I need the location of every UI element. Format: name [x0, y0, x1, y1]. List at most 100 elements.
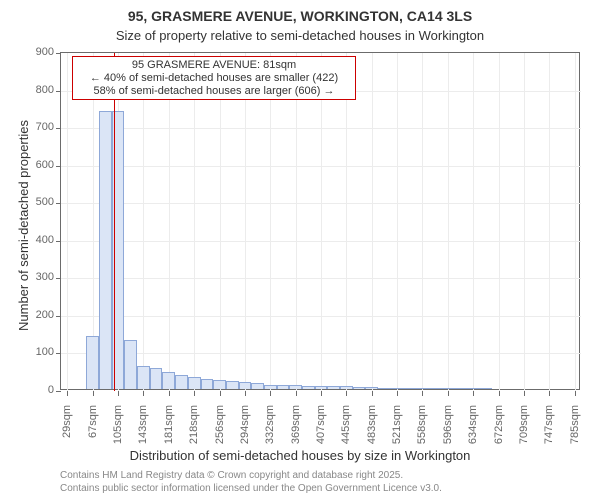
- gridline: [61, 166, 581, 167]
- histogram-bar: [327, 386, 340, 389]
- y-tick-mark: [56, 353, 61, 354]
- gridline: [296, 53, 297, 391]
- histogram-bar: [416, 388, 429, 389]
- x-tick-mark: [422, 391, 423, 396]
- annotation-box: 95 GRASMERE AVENUE: 81sqm← 40% of semi-d…: [72, 56, 356, 100]
- gridline: [67, 53, 68, 391]
- x-tick-mark: [499, 391, 500, 396]
- histogram-bar: [251, 383, 264, 389]
- gridline: [61, 241, 581, 242]
- x-tick-mark: [67, 391, 68, 396]
- histogram-bar: [391, 388, 404, 389]
- chart-title-line1: 95, GRASMERE AVENUE, WORKINGTON, CA14 3L…: [0, 8, 600, 24]
- x-tick-mark: [93, 391, 94, 396]
- y-tick-label: 700: [21, 121, 54, 133]
- x-tick-mark: [448, 391, 449, 396]
- x-tick-mark: [524, 391, 525, 396]
- chart-title-line2: Size of property relative to semi-detach…: [0, 28, 600, 43]
- gridline: [346, 53, 347, 391]
- y-tick-label: 0: [21, 384, 54, 396]
- gridline: [448, 53, 449, 391]
- x-tick-mark: [296, 391, 297, 396]
- histogram-bar: [226, 381, 239, 389]
- x-tick-mark: [169, 391, 170, 396]
- x-tick-mark: [220, 391, 221, 396]
- histogram-bar: [213, 380, 226, 389]
- y-tick-label: 500: [21, 196, 54, 208]
- y-tick-mark: [56, 91, 61, 92]
- x-tick-mark: [549, 391, 550, 396]
- histogram-bar: [99, 111, 112, 389]
- gridline: [473, 53, 474, 391]
- histogram-bar: [150, 368, 163, 389]
- y-tick-label: 100: [21, 346, 54, 358]
- histogram-bar: [340, 386, 353, 389]
- x-tick-mark: [346, 391, 347, 396]
- gridline: [194, 53, 195, 391]
- y-tick-mark: [56, 128, 61, 129]
- gridline: [169, 53, 170, 391]
- histogram-bar: [441, 388, 454, 389]
- histogram-bar: [86, 336, 99, 389]
- x-axis-label: Distribution of semi-detached houses by …: [0, 448, 600, 463]
- gridline: [321, 53, 322, 391]
- x-tick-mark: [118, 391, 119, 396]
- gridline: [220, 53, 221, 391]
- y-tick-mark: [56, 166, 61, 167]
- footer-line2: Contains public sector information licen…: [60, 483, 442, 494]
- x-tick-mark: [321, 391, 322, 396]
- histogram-bar: [429, 388, 442, 389]
- y-tick-label: 900: [21, 46, 54, 58]
- histogram-bar: [480, 388, 493, 389]
- gridline: [61, 316, 581, 317]
- x-tick-mark: [473, 391, 474, 396]
- y-tick-label: 200: [21, 309, 54, 321]
- gridline: [270, 53, 271, 391]
- y-tick-mark: [56, 278, 61, 279]
- gridline: [397, 53, 398, 391]
- histogram-bar: [124, 340, 137, 389]
- x-tick-mark: [575, 391, 576, 396]
- histogram-bar: [302, 386, 315, 389]
- x-tick-mark: [397, 391, 398, 396]
- gridline: [61, 278, 581, 279]
- property-marker-line: [114, 53, 115, 391]
- histogram-bar: [188, 377, 201, 389]
- histogram-bar: [239, 382, 252, 389]
- gridline: [61, 203, 581, 204]
- y-axis-label: Number of semi-detached properties: [16, 120, 31, 331]
- histogram-bar: [264, 385, 277, 390]
- histogram-bar: [378, 388, 391, 390]
- y-tick-mark: [56, 241, 61, 242]
- y-tick-mark: [56, 391, 61, 392]
- y-tick-mark: [56, 203, 61, 204]
- plot-area: 010020030040050060070080090029sqm67sqm10…: [60, 52, 580, 390]
- histogram-bar: [403, 388, 416, 389]
- histogram-bar: [277, 385, 290, 389]
- histogram-bar: [365, 387, 378, 389]
- histogram-bar: [467, 388, 480, 389]
- y-tick-mark: [56, 316, 61, 317]
- x-tick-mark: [270, 391, 271, 396]
- gridline: [143, 53, 144, 391]
- gridline: [549, 53, 550, 391]
- gridline: [61, 128, 581, 129]
- histogram-bar: [201, 379, 214, 390]
- gridline: [524, 53, 525, 391]
- gridline: [245, 53, 246, 391]
- histogram-bar: [137, 366, 150, 389]
- gridline: [372, 53, 373, 391]
- x-tick-mark: [194, 391, 195, 396]
- annotation-line1: 95 GRASMERE AVENUE: 81sqm: [77, 59, 351, 72]
- gridline: [61, 353, 581, 354]
- x-tick-mark: [372, 391, 373, 396]
- x-tick-mark: [143, 391, 144, 396]
- annotation-line2: ← 40% of semi-detached houses are smalle…: [77, 72, 351, 85]
- y-tick-mark: [56, 53, 61, 54]
- histogram-bar: [454, 388, 467, 389]
- annotation-line3: 58% of semi-detached houses are larger (…: [77, 85, 351, 98]
- x-tick-mark: [245, 391, 246, 396]
- histogram-bar: [353, 387, 366, 389]
- gridline: [422, 53, 423, 391]
- histogram-bar: [175, 375, 188, 389]
